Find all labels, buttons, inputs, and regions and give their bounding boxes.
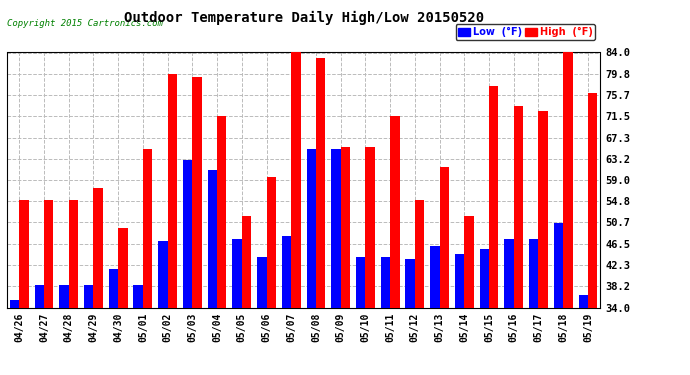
Bar: [59, 285, 69, 308]
Bar: [440, 167, 449, 308]
Bar: [464, 216, 474, 308]
Bar: [366, 147, 375, 308]
Bar: [291, 53, 301, 308]
Bar: [266, 177, 276, 308]
Bar: [455, 254, 464, 308]
Bar: [19, 200, 29, 308]
Bar: [529, 238, 538, 308]
Bar: [504, 238, 514, 308]
Bar: [34, 285, 44, 308]
Bar: [69, 200, 78, 308]
Bar: [158, 241, 168, 308]
Bar: [208, 170, 217, 308]
Bar: [84, 285, 93, 308]
Bar: [341, 147, 350, 308]
Bar: [406, 259, 415, 308]
Text: Outdoor Temperature Daily High/Low 20150520: Outdoor Temperature Daily High/Low 20150…: [124, 11, 484, 26]
Bar: [183, 160, 193, 308]
Bar: [10, 300, 19, 307]
Bar: [316, 58, 326, 308]
Bar: [217, 116, 226, 308]
Bar: [578, 295, 588, 307]
Bar: [168, 74, 177, 308]
Bar: [430, 246, 440, 308]
Bar: [514, 106, 523, 307]
Bar: [390, 116, 400, 308]
Bar: [415, 200, 424, 308]
Bar: [143, 149, 152, 308]
Bar: [257, 256, 266, 307]
Bar: [538, 111, 548, 308]
Bar: [109, 269, 118, 308]
Bar: [282, 236, 291, 308]
Bar: [306, 149, 316, 308]
Bar: [331, 149, 341, 308]
Text: Copyright 2015 Cartronics.com: Copyright 2015 Cartronics.com: [7, 20, 163, 28]
Bar: [44, 200, 53, 308]
Bar: [480, 249, 489, 308]
Bar: [588, 93, 598, 308]
Bar: [193, 77, 201, 308]
Bar: [563, 53, 573, 308]
Bar: [233, 238, 241, 308]
Legend: Low  (°F), High  (°F): Low (°F), High (°F): [455, 24, 595, 40]
Bar: [381, 256, 390, 307]
Bar: [356, 256, 366, 307]
Bar: [133, 285, 143, 308]
Bar: [489, 86, 498, 308]
Bar: [118, 228, 128, 308]
Bar: [554, 224, 563, 308]
Bar: [93, 188, 103, 308]
Bar: [241, 216, 251, 308]
